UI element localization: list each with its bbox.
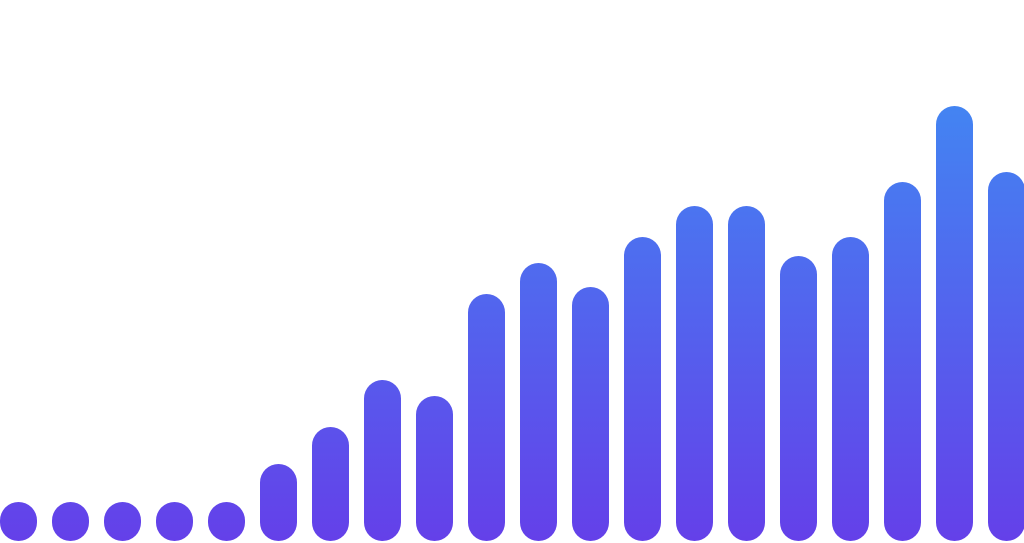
bar — [728, 206, 765, 541]
bar — [884, 182, 921, 541]
bar — [520, 263, 557, 541]
bar — [156, 502, 193, 541]
bar — [624, 237, 661, 541]
bar — [208, 502, 245, 541]
bar — [104, 502, 141, 541]
bar — [676, 206, 713, 541]
bar — [780, 256, 817, 541]
bar — [832, 237, 869, 541]
bar — [0, 502, 37, 541]
bar — [572, 287, 609, 541]
bar — [312, 427, 349, 541]
bar — [52, 502, 89, 541]
bar — [936, 106, 973, 541]
bar — [416, 396, 453, 541]
bar — [260, 464, 297, 541]
bar — [988, 172, 1024, 541]
bar — [364, 380, 401, 541]
bar — [468, 294, 505, 541]
